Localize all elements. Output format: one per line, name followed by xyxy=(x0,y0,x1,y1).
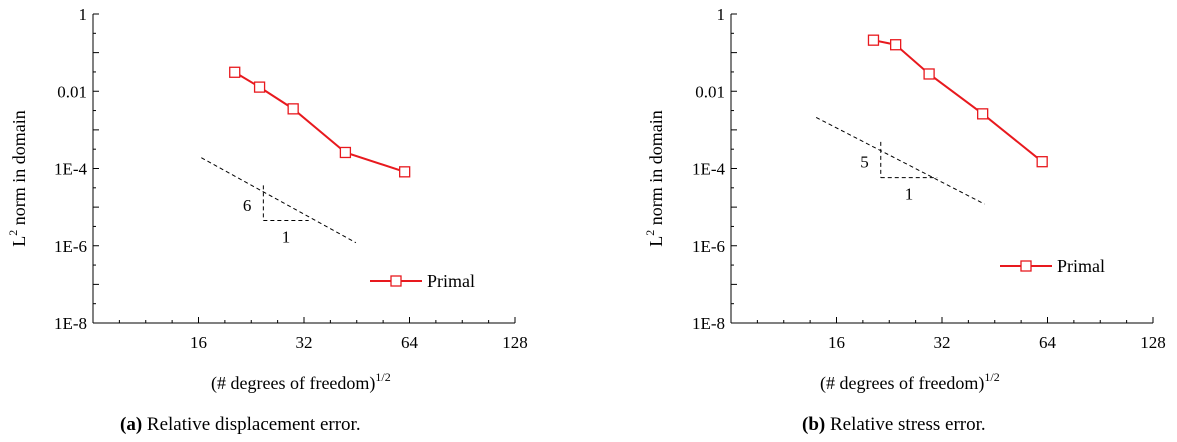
data-point-marker xyxy=(229,66,241,78)
data-point-marker xyxy=(867,34,880,46)
x-tick-label: 64 xyxy=(1039,333,1057,352)
figure-caption: (b) Relative stress error. xyxy=(802,414,986,435)
y-tick-label: 1E-6 xyxy=(692,237,725,256)
y-tick-label: 1 xyxy=(79,5,88,24)
legend-label: Primal xyxy=(1057,256,1105,276)
data-point-marker xyxy=(287,103,299,115)
x-tick-label: 128 xyxy=(502,333,528,352)
y-axis-label: L2 norm in domain xyxy=(6,110,29,247)
x-tick-label: 16 xyxy=(190,333,207,352)
data-point-marker xyxy=(977,108,989,120)
x-tick-label: 128 xyxy=(1140,333,1166,352)
x-tick-label: 16 xyxy=(828,333,845,352)
y-axis-label: L2 norm in domain xyxy=(643,110,666,247)
data-point-marker xyxy=(1036,156,1048,168)
data-point-marker xyxy=(253,81,266,93)
data-point-marker xyxy=(339,146,352,159)
x-axis-label: (# degrees of freedom)1/2 xyxy=(211,370,391,394)
y-tick-label: 1E-4 xyxy=(54,160,88,179)
y-tick-label: 0.01 xyxy=(57,82,87,101)
slope-run-label: 1 xyxy=(282,228,291,247)
legend-marker-sample xyxy=(390,275,402,287)
x-tick-label: 64 xyxy=(401,333,419,352)
data-point-marker xyxy=(923,68,935,80)
x-tick-label: 32 xyxy=(934,333,951,352)
y-tick-label: 1E-4 xyxy=(692,160,726,179)
y-tick-label: 1E-6 xyxy=(54,237,87,256)
y-tick-label: 0.01 xyxy=(695,82,725,101)
slope-rise-label: 5 xyxy=(860,153,869,172)
series-line-primal xyxy=(873,39,1043,163)
y-tick-label: 1E-8 xyxy=(54,314,87,333)
chart-panel-2: 1 0.01 1E-4 1E-6 1E-8 16 32 64 128 (# degrees of … xyxy=(643,5,1166,435)
slope-run-label: 1 xyxy=(905,185,914,204)
legend-label: Primal xyxy=(427,271,475,291)
figure-caption: (a) Relative displacement error. xyxy=(120,414,361,435)
y-tick-label: 1 xyxy=(717,5,726,24)
slope-reference-line xyxy=(201,157,357,244)
x-axis-label: (# degrees of freedom)1/2 xyxy=(820,370,1000,394)
y-tick-label: 1E-8 xyxy=(692,314,725,333)
x-tick-label: 32 xyxy=(296,333,313,352)
slope-reference-line xyxy=(815,116,985,205)
slope-rise-label: 6 xyxy=(243,196,252,215)
legend-marker-sample xyxy=(1020,260,1032,272)
data-point-marker xyxy=(399,166,411,178)
data-point-marker xyxy=(890,39,902,51)
